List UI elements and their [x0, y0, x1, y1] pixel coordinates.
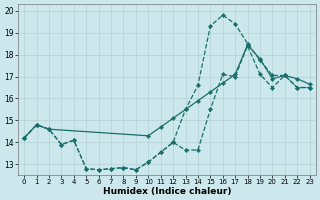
X-axis label: Humidex (Indice chaleur): Humidex (Indice chaleur) [103, 187, 231, 196]
